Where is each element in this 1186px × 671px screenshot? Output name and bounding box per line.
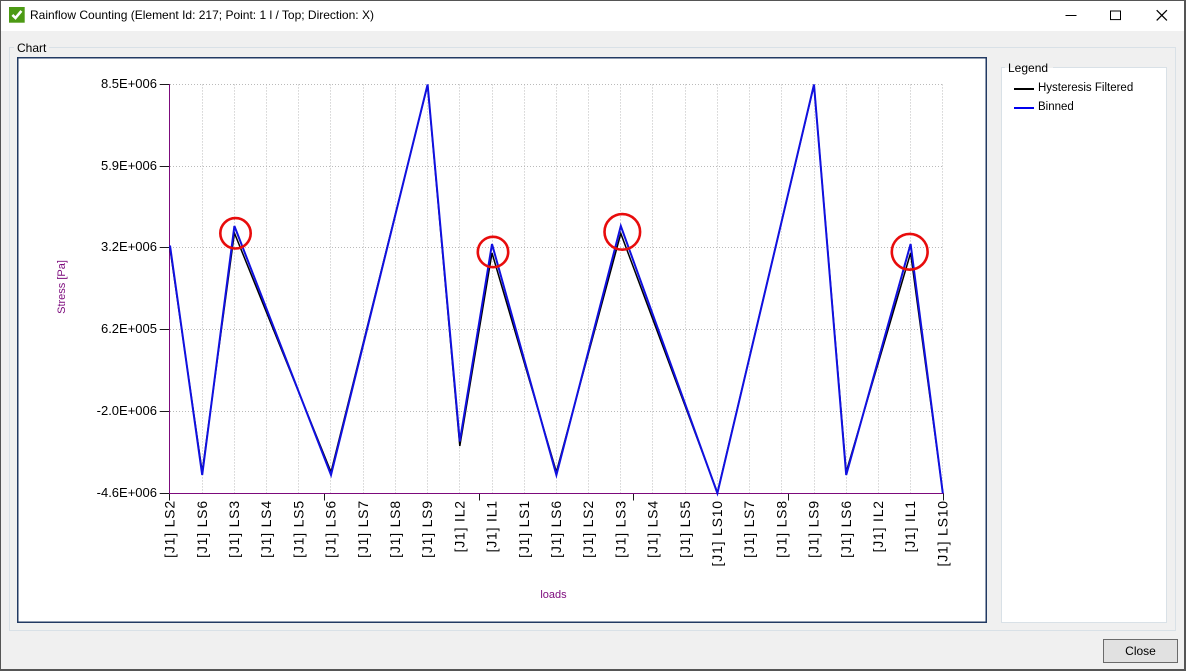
svg-text:3.2E+006: 3.2E+006 bbox=[101, 239, 157, 254]
svg-text:[J1] LS6: [J1] LS6 bbox=[548, 500, 564, 558]
svg-text:[J1] LS3: [J1] LS3 bbox=[226, 500, 242, 558]
svg-text:[J1] LS5: [J1] LS5 bbox=[290, 500, 306, 558]
svg-text:[J1] IL2: [J1] IL2 bbox=[451, 500, 467, 552]
svg-text:[J1] LS9: [J1] LS9 bbox=[419, 500, 435, 558]
svg-text:[J1] LS6: [J1] LS6 bbox=[323, 500, 339, 558]
svg-text:-2.0E+006: -2.0E+006 bbox=[97, 403, 157, 418]
svg-text:6.2E+005: 6.2E+005 bbox=[101, 321, 157, 336]
svg-text:loads: loads bbox=[540, 589, 567, 601]
svg-text:[J1] LS2: [J1] LS2 bbox=[580, 500, 596, 558]
svg-text:[J1] LS6: [J1] LS6 bbox=[838, 500, 854, 558]
svg-text:[J1] LS10: [J1] LS10 bbox=[934, 500, 950, 566]
svg-text:[J1] LS1: [J1] LS1 bbox=[516, 500, 532, 558]
svg-text:[J1] LS3: [J1] LS3 bbox=[612, 500, 628, 558]
svg-text:5.9E+006: 5.9E+006 bbox=[101, 158, 157, 173]
svg-text:[J1] LS5: [J1] LS5 bbox=[677, 500, 693, 558]
svg-text:8.5E+006: 8.5E+006 bbox=[101, 76, 157, 91]
svg-text:[J1] LS7: [J1] LS7 bbox=[741, 500, 757, 558]
svg-text:[J1] LS7: [J1] LS7 bbox=[355, 500, 371, 558]
svg-text:Stress [Pa]: Stress [Pa] bbox=[56, 260, 68, 314]
svg-text:[J1] LS4: [J1] LS4 bbox=[645, 500, 661, 558]
svg-text:[J1] LS9: [J1] LS9 bbox=[806, 500, 822, 558]
svg-text:[J1] LS10: [J1] LS10 bbox=[709, 500, 725, 566]
svg-text:[J1] LS2: [J1] LS2 bbox=[162, 500, 178, 558]
svg-text:[J1] IL1: [J1] IL1 bbox=[902, 500, 918, 552]
svg-text:[J1] LS8: [J1] LS8 bbox=[387, 500, 403, 558]
svg-text:[J1] IL1: [J1] IL1 bbox=[484, 500, 500, 552]
svg-text:[J1] LS6: [J1] LS6 bbox=[194, 500, 210, 558]
svg-text:[J1] LS4: [J1] LS4 bbox=[258, 500, 274, 558]
svg-text:[J1] IL2: [J1] IL2 bbox=[870, 500, 886, 552]
svg-text:[J1] LS8: [J1] LS8 bbox=[773, 500, 789, 558]
svg-text:-4.6E+006: -4.6E+006 bbox=[97, 485, 157, 500]
